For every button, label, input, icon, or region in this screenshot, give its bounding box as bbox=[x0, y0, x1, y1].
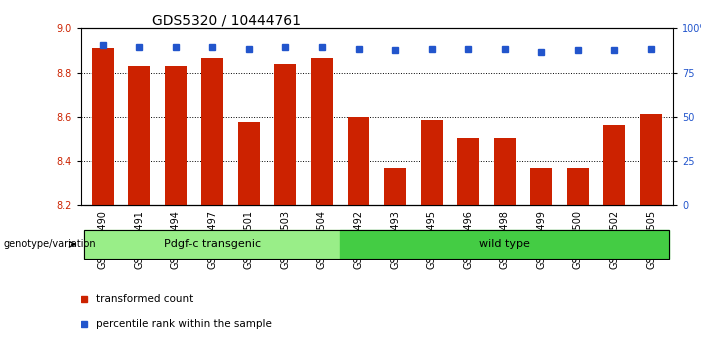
Bar bbox=[201, 58, 223, 205]
Bar bbox=[84, 230, 340, 258]
Text: GDS5320 / 10444761: GDS5320 / 10444761 bbox=[151, 13, 301, 27]
Text: percentile rank within the sample: percentile rank within the sample bbox=[97, 319, 272, 329]
Bar bbox=[531, 168, 552, 205]
Bar bbox=[238, 122, 260, 205]
Bar bbox=[421, 120, 442, 205]
Bar bbox=[567, 168, 589, 205]
Bar bbox=[604, 125, 625, 205]
Bar bbox=[384, 168, 406, 205]
Bar bbox=[128, 66, 150, 205]
Bar bbox=[640, 114, 662, 205]
Bar bbox=[274, 64, 297, 205]
Bar bbox=[348, 117, 369, 205]
Bar bbox=[165, 66, 186, 205]
Text: genotype/variation: genotype/variation bbox=[4, 239, 96, 249]
Bar bbox=[92, 48, 114, 205]
Text: wild type: wild type bbox=[479, 239, 530, 249]
Bar bbox=[311, 58, 333, 205]
Bar bbox=[494, 138, 516, 205]
Text: transformed count: transformed count bbox=[97, 294, 193, 304]
Bar bbox=[457, 138, 479, 205]
Bar bbox=[340, 230, 669, 258]
Text: Pdgf-c transgenic: Pdgf-c transgenic bbox=[164, 239, 261, 249]
